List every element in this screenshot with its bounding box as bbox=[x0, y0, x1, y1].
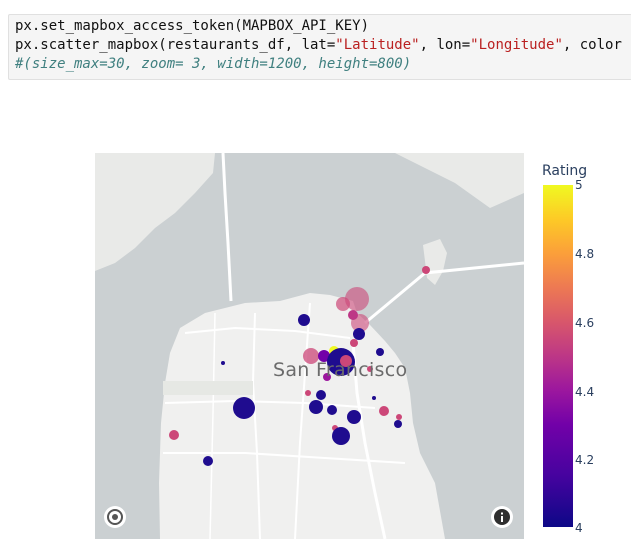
data-point[interactable] bbox=[203, 456, 213, 466]
colorbar-tick: 5 bbox=[575, 178, 583, 192]
golden-gate-bridge bbox=[221, 153, 233, 302]
data-point[interactable] bbox=[396, 414, 402, 420]
code-line-2-suffix: , color bbox=[562, 37, 622, 53]
data-point[interactable] bbox=[305, 390, 311, 396]
city-label: San Francisco bbox=[273, 359, 408, 381]
data-point[interactable] bbox=[422, 266, 430, 274]
data-point[interactable] bbox=[327, 405, 337, 415]
road-north-south-2 bbox=[294, 302, 311, 539]
data-point[interactable] bbox=[348, 310, 358, 320]
data-point[interactable] bbox=[345, 287, 369, 311]
data-point[interactable] bbox=[347, 410, 361, 424]
data-point[interactable] bbox=[379, 406, 389, 416]
data-point[interactable] bbox=[316, 390, 326, 400]
road-north-south-3 bbox=[209, 312, 216, 539]
mapbox-logo-glyph bbox=[107, 509, 123, 525]
data-point[interactable] bbox=[233, 397, 255, 419]
code-line-3-comment: #(size_max=30, zoom= 3, width=1200, heig… bbox=[15, 56, 412, 72]
data-point[interactable] bbox=[336, 297, 350, 311]
marin-land bbox=[95, 153, 215, 271]
data-point[interactable] bbox=[350, 339, 358, 347]
code-line-2-lat: "Latitude" bbox=[335, 37, 420, 53]
code-block: px.set_mapbox_access_token(MAPBOX_API_KE… bbox=[15, 17, 622, 74]
info-icon[interactable] bbox=[491, 506, 513, 528]
data-point[interactable] bbox=[309, 400, 323, 414]
map-canvas[interactable] bbox=[95, 153, 524, 539]
road-east-west-2 bbox=[164, 399, 376, 409]
colorbar-tick: 4.4 bbox=[575, 385, 595, 399]
data-point[interactable] bbox=[340, 355, 352, 367]
code-line-2-mid: , lon= bbox=[419, 37, 471, 53]
data-point[interactable] bbox=[303, 348, 319, 364]
colorbar-tick: 4 bbox=[575, 521, 583, 535]
golden-gate-park bbox=[163, 381, 253, 395]
data-point[interactable] bbox=[298, 314, 310, 326]
scatter-map[interactable]: San Francisco bbox=[95, 153, 524, 539]
colorbar-legend: Rating 5 4.8 4.6 4.4 4.2 4 bbox=[540, 160, 630, 540]
data-point[interactable] bbox=[353, 328, 365, 340]
data-point[interactable] bbox=[221, 361, 225, 365]
info-glyph bbox=[494, 509, 510, 525]
data-point[interactable] bbox=[318, 350, 330, 362]
data-point[interactable] bbox=[376, 348, 384, 356]
code-cell[interactable]: px.set_mapbox_access_token(MAPBOX_API_KE… bbox=[8, 14, 631, 80]
colorbar-tick: 4.2 bbox=[575, 453, 595, 467]
data-point[interactable] bbox=[323, 373, 331, 381]
data-point[interactable] bbox=[169, 430, 179, 440]
code-line-1: px.set_mapbox_access_token(MAPBOX_API_KE… bbox=[15, 18, 370, 34]
road-east-west-1 bbox=[184, 326, 351, 339]
code-line-2-lon: "Longitude" bbox=[470, 37, 563, 53]
east-bay-land bbox=[395, 153, 524, 208]
data-point[interactable] bbox=[367, 366, 373, 372]
colorbar-gradient bbox=[543, 185, 573, 527]
data-point[interactable] bbox=[332, 427, 350, 445]
data-point[interactable] bbox=[394, 420, 402, 428]
colorbar-tick: 4.8 bbox=[575, 247, 595, 261]
colorbar-tick: 4.6 bbox=[575, 316, 595, 330]
highway-101 bbox=[351, 342, 387, 539]
colorbar-title: Rating bbox=[542, 163, 588, 179]
mapbox-logo-icon[interactable] bbox=[104, 506, 126, 528]
data-point[interactable] bbox=[372, 396, 376, 400]
code-line-2-prefix: px.scatter_mapbox(restaurants_df, lat= bbox=[15, 37, 336, 53]
road-north-south-1 bbox=[251, 312, 261, 539]
road-east-west-3 bbox=[163, 452, 406, 464]
